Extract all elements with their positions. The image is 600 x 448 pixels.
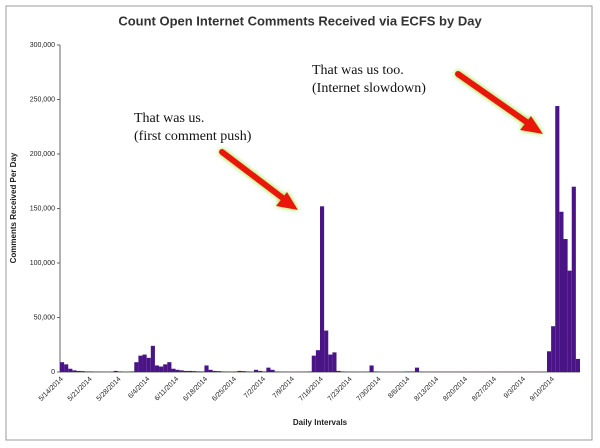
bar xyxy=(159,366,164,372)
bar xyxy=(187,370,193,372)
y-tick-label: 150,000 xyxy=(30,205,55,212)
bar xyxy=(171,368,176,372)
bar xyxy=(336,370,341,372)
arrow xyxy=(455,71,543,134)
bar xyxy=(270,369,275,372)
bar xyxy=(146,357,151,372)
bar xyxy=(204,365,209,372)
bar xyxy=(138,355,143,372)
bar xyxy=(192,371,197,372)
bar xyxy=(216,371,221,372)
bar xyxy=(84,371,89,372)
bar xyxy=(410,371,415,372)
y-tick-label: 300,000 xyxy=(30,42,55,49)
bar xyxy=(220,371,226,372)
bar xyxy=(212,370,217,372)
bar xyxy=(414,367,420,372)
bar xyxy=(175,369,180,372)
bar xyxy=(208,369,213,372)
bar xyxy=(233,371,238,372)
bar xyxy=(307,371,312,372)
bar xyxy=(167,362,172,372)
bar xyxy=(571,186,576,372)
bar xyxy=(183,370,188,372)
bar xyxy=(546,351,552,372)
bar xyxy=(130,371,135,372)
bar xyxy=(253,369,259,372)
bar xyxy=(72,370,77,372)
bar xyxy=(134,362,139,372)
bar xyxy=(113,370,118,372)
bar xyxy=(332,352,337,372)
bar xyxy=(328,354,333,372)
bar xyxy=(340,371,345,372)
bar xyxy=(163,364,168,372)
y-tick-label: 200,000 xyxy=(30,151,55,158)
y-tick-label: 100,000 xyxy=(30,260,55,267)
bar xyxy=(315,350,320,372)
y-tick-label: 50,000 xyxy=(34,314,56,321)
bar xyxy=(262,371,267,372)
bar xyxy=(567,270,572,372)
x-axis-title: Daily Intervals xyxy=(293,418,348,427)
bar xyxy=(150,345,155,372)
bar xyxy=(406,371,411,372)
chart-title: Count Open Internet Comments Received vi… xyxy=(118,13,482,28)
bar xyxy=(555,106,560,372)
bar xyxy=(559,211,564,372)
bar xyxy=(117,371,122,372)
bar xyxy=(563,239,568,372)
bar xyxy=(179,370,184,372)
bar xyxy=(196,371,201,372)
bar xyxy=(575,358,580,372)
bar xyxy=(200,371,205,372)
bar xyxy=(68,368,73,372)
bar xyxy=(274,371,279,372)
bar xyxy=(258,370,263,372)
y-tick-label: 0 xyxy=(51,369,55,376)
bar xyxy=(373,371,378,372)
annotation: That was us too. xyxy=(312,63,404,78)
bar xyxy=(369,365,374,372)
bar xyxy=(80,371,85,372)
bar xyxy=(245,371,250,372)
bar xyxy=(64,364,69,372)
bar xyxy=(311,355,316,372)
bar xyxy=(266,367,271,372)
bar xyxy=(241,371,246,372)
bar xyxy=(60,362,65,372)
annotation: (Internet slowdown) xyxy=(312,81,426,96)
bar xyxy=(237,370,242,372)
bar xyxy=(320,206,325,372)
frame xyxy=(5,5,593,441)
bar xyxy=(551,326,556,372)
bar xyxy=(154,365,160,372)
bar xyxy=(142,354,147,372)
annotation: (first comment push) xyxy=(134,129,252,144)
bar xyxy=(324,330,329,372)
y-tick-label: 250,000 xyxy=(30,96,55,103)
annotation: That was us. xyxy=(134,111,204,126)
bar xyxy=(88,371,94,372)
y-axis-title: Comments Received Per Day xyxy=(9,152,18,263)
bar xyxy=(76,370,81,372)
arrow xyxy=(219,149,298,210)
